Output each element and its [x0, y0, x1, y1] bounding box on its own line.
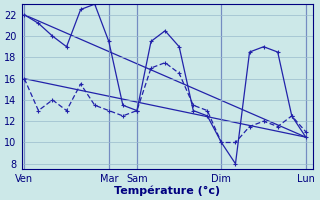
X-axis label: Température (°c): Température (°c) — [114, 185, 220, 196]
